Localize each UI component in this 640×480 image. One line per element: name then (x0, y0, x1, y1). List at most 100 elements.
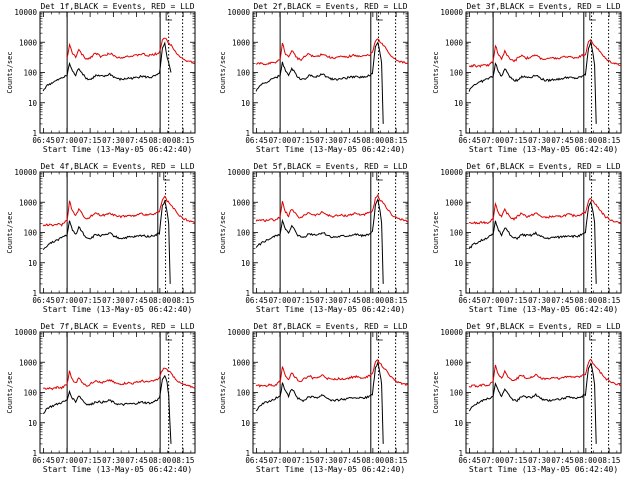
x-tick-label: 07:15 (79, 136, 102, 145)
x-tick-label: 07:00 (269, 136, 292, 145)
x-tick-label: 06:45 (245, 136, 268, 145)
y-tick-label: 10 (28, 99, 38, 108)
plot-frame (252, 171, 409, 294)
chart-title: Det 6f,BLACK = Events, RED = LLD (466, 162, 620, 171)
x-tick-label: 07:00 (269, 456, 292, 465)
x-tick-label: 07:00 (482, 456, 505, 465)
events-series-line (42, 199, 171, 284)
x-tick-label: 07:15 (292, 456, 315, 465)
x-axis-label: Start Time (13-May-05 06:42:40) (256, 145, 405, 154)
chart-title: Det 8f,BLACK = Events, RED = LLD (253, 322, 407, 331)
x-tick-label: 08:15 (172, 456, 195, 465)
y-tick-label: 10 (28, 259, 38, 268)
y-tick-label: 1000 (445, 358, 464, 367)
y-tick-label: 1 (245, 449, 250, 458)
lld-series-line (468, 38, 622, 68)
y-tick-label: 100 (449, 389, 463, 398)
x-tick-label: 07:45 (125, 456, 148, 465)
x-tick-label: 07:30 (528, 136, 551, 145)
y-tick-label: 10000 (227, 168, 250, 177)
x-tick-label: 07:30 (528, 456, 551, 465)
y-tick-label: 1000 (232, 38, 251, 47)
y-tick-label: 10 (241, 259, 251, 268)
y-tick-label: 10000 (227, 8, 250, 17)
y-axis-label: Counts/sec (219, 211, 227, 253)
x-tick-label: 06:45 (245, 296, 268, 305)
x-tick-label: 08:00 (575, 296, 598, 305)
y-axis-label: Counts/sec (6, 51, 14, 93)
x-tick-label: 07:45 (338, 136, 361, 145)
y-axis-label: Counts/sec (432, 51, 440, 93)
y-tick-label: 10000 (440, 168, 463, 177)
plot-frame (252, 11, 409, 134)
lld-series-line (468, 198, 622, 225)
interval-bracket-mark (376, 172, 383, 181)
x-axis-label: Start Time (13-May-05 06:42:40) (469, 145, 618, 154)
chart-title: Det 1f,BLACK = Events, RED = LLD (40, 2, 194, 11)
chart-title: Det 7f,BLACK = Events, RED = LLD (40, 322, 194, 331)
y-tick-label: 1000 (232, 198, 251, 207)
lld-series-line (255, 359, 409, 388)
x-tick-label: 07:45 (551, 456, 574, 465)
x-tick-label: 07:15 (79, 456, 102, 465)
plot-frame (39, 171, 196, 294)
lld-series-line (255, 193, 409, 223)
y-tick-label: 100 (449, 69, 463, 78)
x-tick-label: 07:45 (125, 136, 148, 145)
x-tick-label: 06:45 (458, 296, 481, 305)
x-tick-label: 08:15 (385, 136, 408, 145)
x-tick-label: 08:00 (575, 456, 598, 465)
x-tick-label: 08:15 (598, 296, 621, 305)
x-axis-label: Start Time (13-May-05 06:42:40) (469, 465, 618, 474)
x-tick-label: 06:45 (245, 456, 268, 465)
x-tick-label: 08:15 (172, 296, 195, 305)
plot-frame (465, 171, 622, 294)
x-tick-label: 07:30 (102, 136, 125, 145)
x-tick-label: 07:45 (551, 136, 574, 145)
y-tick-label: 1 (458, 449, 463, 458)
y-tick-label: 100 (449, 229, 463, 238)
x-tick-label: 07:15 (292, 136, 315, 145)
chart-title: Det 9f,BLACK = Events, RED = LLD (466, 322, 620, 331)
y-tick-label: 10 (241, 419, 251, 428)
x-tick-label: 08:15 (385, 296, 408, 305)
chart-title: Det 4f,BLACK = Events, RED = LLD (40, 162, 194, 171)
x-tick-label: 08:15 (172, 136, 195, 145)
lld-series-line (42, 367, 196, 391)
events-series-line (255, 197, 384, 284)
y-tick-label: 100 (236, 229, 250, 238)
y-axis-label: Counts/sec (6, 371, 14, 413)
interval-bracket-mark (165, 12, 173, 21)
events-series-line (255, 360, 384, 444)
x-tick-label: 07:00 (482, 136, 505, 145)
x-tick-label: 07:00 (482, 296, 505, 305)
y-tick-label: 10000 (14, 8, 37, 17)
x-axis-label: Start Time (13-May-05 06:42:40) (43, 145, 192, 154)
events-series-line (468, 200, 597, 284)
chart-panel-4: Det 4f,BLACK = Events, RED = LLD 1 10 100 10… (6, 162, 196, 314)
y-tick-label: 1 (458, 289, 463, 298)
y-axis-label: Counts/sec (219, 371, 227, 413)
y-tick-label: 10 (454, 259, 464, 268)
x-tick-label: 07:30 (315, 136, 338, 145)
chart-panel-3: Det 3f,BLACK = Events, RED = LLD 1 10 100 10… (432, 2, 622, 154)
lld-series-line (42, 195, 196, 227)
events-series-line (255, 41, 384, 124)
y-tick-label: 1 (32, 449, 37, 458)
chart-panel-6: Det 6f,BLACK = Events, RED = LLD 1 10 100 10… (432, 162, 622, 314)
x-axis-label: Start Time (13-May-05 06:42:40) (469, 305, 618, 314)
x-tick-label: 07:30 (315, 296, 338, 305)
x-tick-label: 07:15 (505, 296, 528, 305)
y-tick-label: 1 (458, 129, 463, 138)
events-series-line (42, 374, 172, 444)
y-tick-label: 1000 (19, 38, 38, 47)
interval-bracket-mark (165, 332, 173, 341)
x-tick-label: 07:00 (269, 296, 292, 305)
x-tick-label: 06:45 (32, 136, 55, 145)
chart-panel-5: Det 5f,BLACK = Events, RED = LLD 1 10 100 10… (219, 162, 409, 314)
y-tick-label: 100 (23, 389, 37, 398)
y-tick-label: 10000 (440, 8, 463, 17)
x-tick-label: 07:30 (315, 456, 338, 465)
plot-frame (252, 331, 409, 454)
x-axis-label: Start Time (13-May-05 06:42:40) (256, 305, 405, 314)
